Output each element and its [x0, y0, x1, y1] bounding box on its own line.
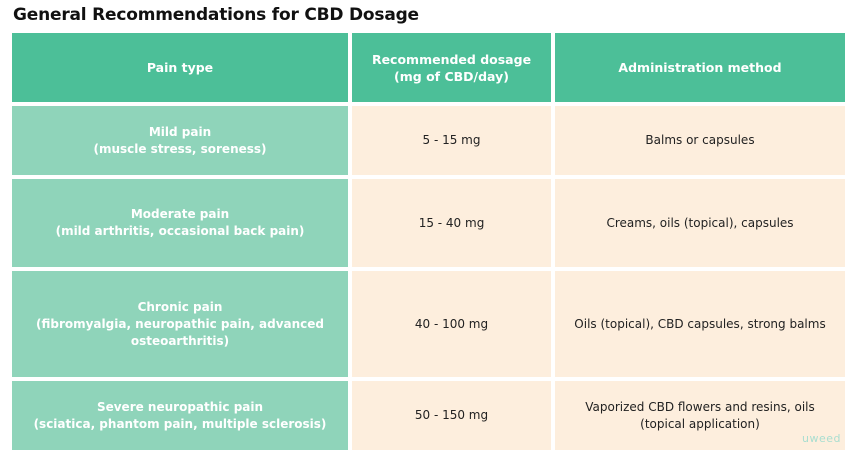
pain-type-cell: Severe neuropathic pain (sciatica, phant… — [12, 381, 348, 450]
dosage-cell: 50 - 150 mg — [352, 381, 551, 450]
uweed-logo: uweed — [802, 432, 841, 445]
pain-type-cell: Mild pain (muscle stress, soreness) — [12, 106, 348, 175]
page-title: General Recommendations for CBD Dosage — [13, 5, 419, 25]
dosage-cell: 15 - 40 mg — [352, 179, 551, 267]
column-header-pain-type: Pain type — [12, 33, 348, 102]
pain-type-cell: Moderate pain (mild arthritis, occasiona… — [12, 179, 348, 267]
dosage-cell: 40 - 100 mg — [352, 271, 551, 377]
column-header-dosage: Recommended dosage (mg of CBD/day) — [352, 33, 551, 102]
method-cell: Vaporized CBD flowers and resins, oils (… — [555, 381, 845, 450]
method-cell: Balms or capsules — [555, 106, 845, 175]
method-cell: Creams, oils (topical), capsules — [555, 179, 845, 267]
column-header-method: Administration method — [555, 33, 845, 102]
method-cell: Oils (topical), CBD capsules, strong bal… — [555, 271, 845, 377]
dosage-cell: 5 - 15 mg — [352, 106, 551, 175]
pain-type-cell: Chronic pain (fibromyalgia, neuropathic … — [12, 271, 348, 377]
